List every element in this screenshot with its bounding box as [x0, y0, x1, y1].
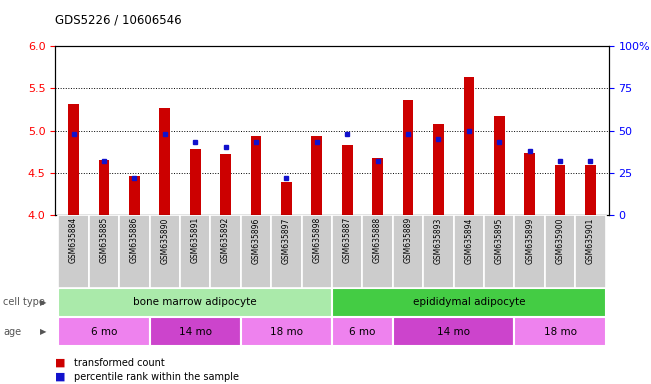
Bar [150, 215, 180, 288]
Text: GSM635896: GSM635896 [251, 217, 260, 263]
Text: percentile rank within the sample: percentile rank within the sample [74, 372, 238, 382]
Bar [59, 288, 332, 317]
Text: GSM635895: GSM635895 [495, 217, 504, 263]
Bar [433, 124, 444, 215]
Text: GSM635898: GSM635898 [312, 217, 322, 263]
Text: cell type: cell type [3, 297, 45, 308]
Text: GSM635894: GSM635894 [464, 217, 473, 263]
Bar [180, 215, 210, 288]
Bar [555, 165, 565, 215]
Text: age: age [3, 326, 21, 337]
Text: 18 mo: 18 mo [544, 326, 577, 337]
Bar [220, 154, 231, 215]
Bar [524, 152, 535, 215]
Bar [423, 215, 454, 288]
Bar [514, 215, 545, 288]
Bar [59, 317, 150, 346]
Text: GSM635884: GSM635884 [69, 217, 78, 263]
Bar [403, 100, 413, 215]
Bar [251, 136, 261, 215]
Bar [372, 157, 383, 215]
Text: GSM635889: GSM635889 [404, 217, 413, 263]
Bar [99, 160, 109, 215]
Bar [281, 182, 292, 215]
Text: ■: ■ [55, 372, 66, 382]
Text: 14 mo: 14 mo [178, 326, 212, 337]
Bar [363, 215, 393, 288]
Bar [332, 288, 605, 317]
Text: ▶: ▶ [40, 298, 47, 307]
Text: GSM635893: GSM635893 [434, 217, 443, 263]
Text: 14 mo: 14 mo [437, 326, 470, 337]
Text: GSM635892: GSM635892 [221, 217, 230, 263]
Text: 6 mo: 6 mo [349, 326, 376, 337]
Bar [190, 149, 201, 215]
Bar [89, 215, 119, 288]
Bar [301, 215, 332, 288]
Bar [454, 215, 484, 288]
Text: GSM635899: GSM635899 [525, 217, 534, 263]
Bar [393, 317, 514, 346]
Bar [241, 215, 271, 288]
Bar [311, 136, 322, 215]
Text: GSM635890: GSM635890 [160, 217, 169, 263]
Bar [129, 176, 140, 215]
Text: transformed count: transformed count [74, 358, 164, 368]
Text: GSM635885: GSM635885 [100, 217, 109, 263]
Text: epididymal adipocyte: epididymal adipocyte [413, 297, 525, 308]
Bar [332, 215, 363, 288]
Text: GSM635891: GSM635891 [191, 217, 200, 263]
Text: GSM635897: GSM635897 [282, 217, 291, 263]
Bar [59, 215, 89, 288]
Bar [210, 215, 241, 288]
Bar [494, 116, 505, 215]
Bar [119, 215, 150, 288]
Text: bone marrow adipocyte: bone marrow adipocyte [133, 297, 257, 308]
Bar [484, 215, 514, 288]
Text: GSM635886: GSM635886 [130, 217, 139, 263]
Bar [545, 215, 575, 288]
Text: GSM635900: GSM635900 [555, 217, 564, 264]
Bar [332, 317, 393, 346]
Bar [575, 215, 605, 288]
Bar [68, 104, 79, 215]
Bar [150, 317, 241, 346]
Bar [241, 317, 332, 346]
Text: GSM635901: GSM635901 [586, 217, 595, 263]
Text: GDS5226 / 10606546: GDS5226 / 10606546 [55, 13, 182, 26]
Bar [159, 108, 170, 215]
Bar [342, 145, 353, 215]
Bar [585, 165, 596, 215]
Bar [393, 215, 423, 288]
Text: ■: ■ [55, 358, 66, 368]
Text: ▶: ▶ [40, 327, 47, 336]
Bar [271, 215, 301, 288]
Bar [514, 317, 605, 346]
Text: GSM635887: GSM635887 [342, 217, 352, 263]
Text: 18 mo: 18 mo [270, 326, 303, 337]
Text: 6 mo: 6 mo [90, 326, 117, 337]
Bar [464, 77, 474, 215]
Text: GSM635888: GSM635888 [373, 217, 382, 263]
